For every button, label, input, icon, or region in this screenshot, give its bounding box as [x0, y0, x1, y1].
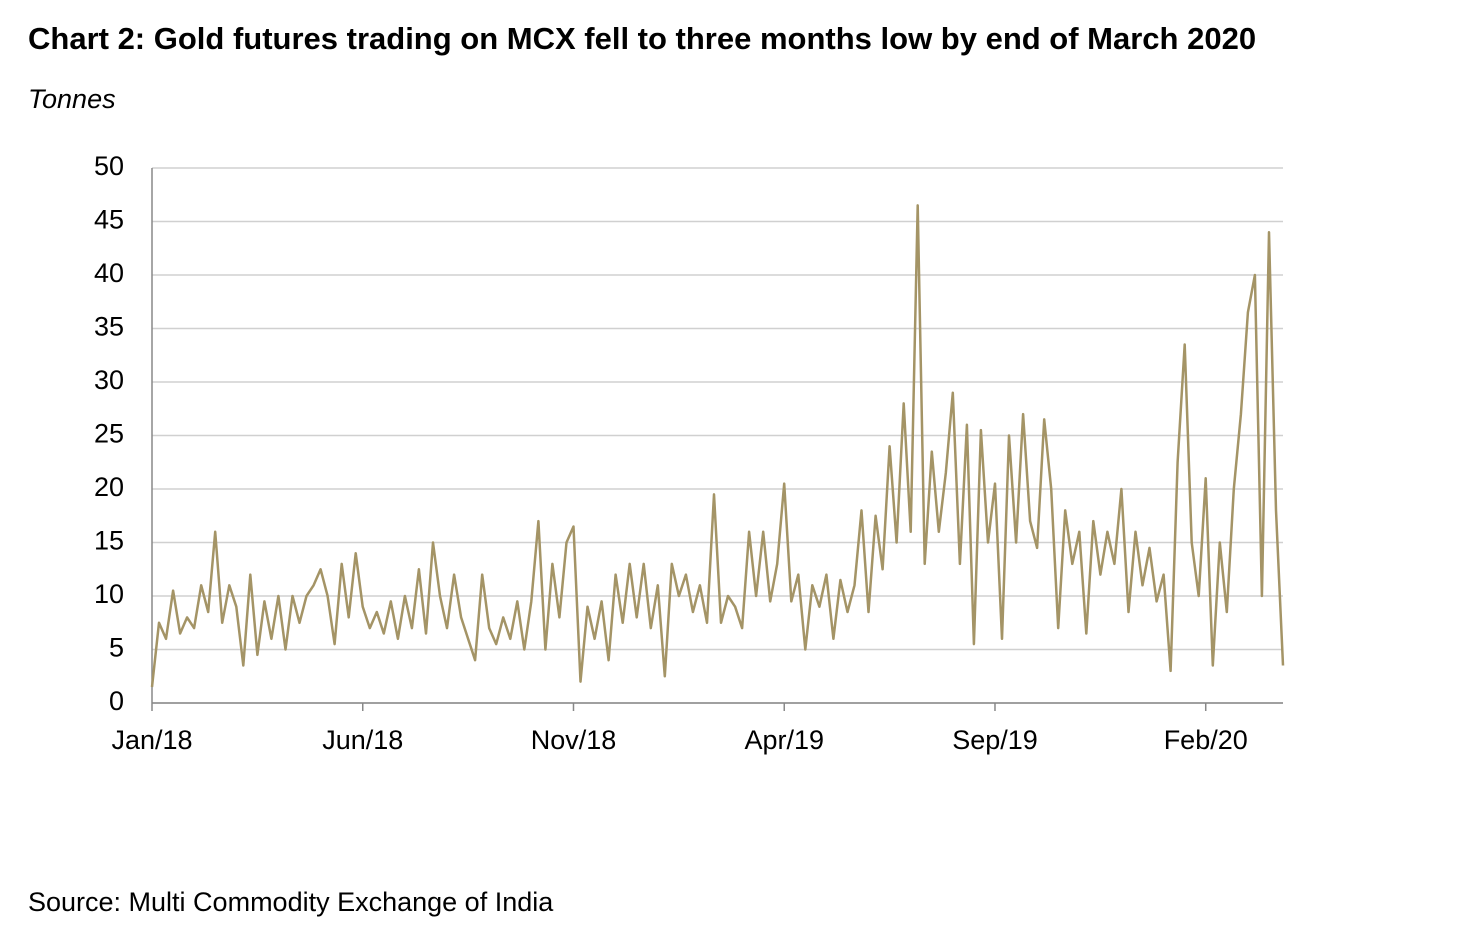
y-tick-label: 20: [94, 472, 124, 502]
x-tick-label: Jan/18: [111, 725, 192, 755]
chart-title: Chart 2: Gold futures trading on MCX fel…: [28, 21, 1256, 56]
y-tick-label: 5: [109, 633, 124, 663]
y-tick-label: 35: [94, 312, 124, 342]
y-tick-label: 15: [94, 526, 124, 556]
x-tick-label: Apr/19: [744, 725, 824, 755]
data-line: [150, 204, 1285, 688]
y-tick-label: 50: [94, 151, 124, 181]
y-tick-label: 0: [109, 686, 124, 716]
y-tick-label: 10: [94, 579, 124, 609]
x-tick-label: Feb/20: [1164, 725, 1248, 755]
x-tick-label: Sep/19: [952, 725, 1038, 755]
chart-subtitle: Tonnes: [28, 84, 116, 114]
y-tick-label: 40: [94, 258, 124, 288]
y-tick-label: 30: [94, 365, 124, 395]
x-tick-label: Jun/18: [322, 725, 403, 755]
y-tick-label: 45: [94, 205, 124, 235]
x-tick-label: Nov/18: [531, 725, 617, 755]
source-note: Source: Multi Commodity Exchange of Indi…: [28, 887, 554, 917]
y-tick-label: 25: [94, 419, 124, 449]
